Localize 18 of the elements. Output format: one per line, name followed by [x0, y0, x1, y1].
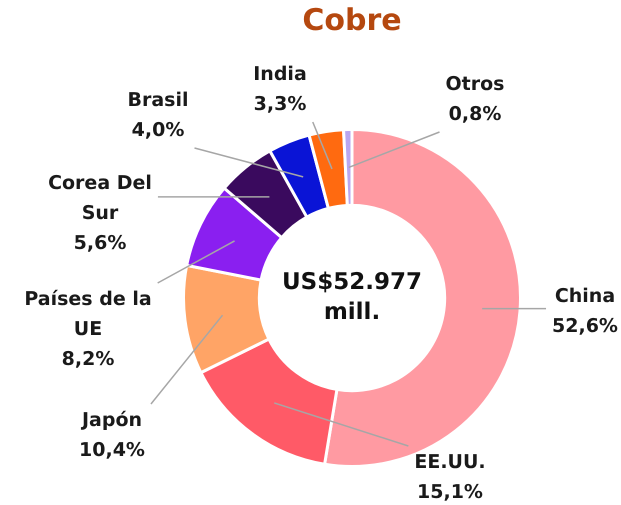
data-label: 10,4% [79, 438, 145, 461]
slice-label: Corea Del Sur [48, 172, 152, 224]
data-label: 0,8% [448, 102, 502, 125]
slice-label: China [554, 284, 616, 307]
data-label: 52,6% [552, 314, 618, 337]
slice-label: Países de la UE [24, 288, 152, 340]
slice-label: EE.UU. [414, 450, 486, 473]
slice-label: Japón [80, 408, 142, 431]
slice-label: Otros [446, 72, 504, 95]
data-label: 8,2% [62, 348, 114, 370]
chart-title: Cobre [302, 2, 402, 38]
data-label: 15,1% [417, 480, 483, 503]
data-label: 5,6% [74, 232, 126, 254]
data-label: 3,3% [254, 92, 306, 115]
text: US$52.977 mill. [282, 268, 422, 325]
data-label: 4,0% [132, 118, 184, 141]
slice-label: Brasil [127, 88, 189, 111]
slice-label: India [253, 62, 307, 85]
